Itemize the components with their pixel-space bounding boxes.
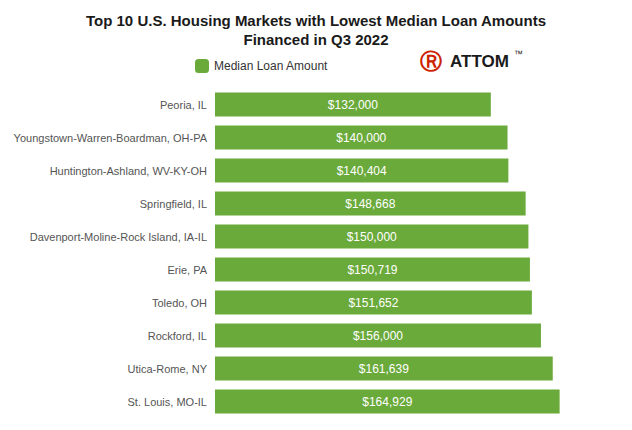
- svg-text:St. Louis, MO-IL: St. Louis, MO-IL: [128, 396, 207, 408]
- svg-text:Median Loan Amount: Median Loan Amount: [214, 59, 328, 73]
- svg-text:Erie, PA: Erie, PA: [167, 264, 207, 276]
- svg-text:Utica-Rome, NY: Utica-Rome, NY: [128, 363, 208, 375]
- svg-text:$156,000: $156,000: [353, 329, 403, 343]
- svg-text:Financed in Q3 2022: Financed in Q3 2022: [243, 31, 388, 48]
- svg-text:Springfield, IL: Springfield, IL: [140, 198, 207, 210]
- svg-text:Toledo, OH: Toledo, OH: [152, 297, 207, 309]
- svg-text:$150,000: $150,000: [347, 230, 397, 244]
- svg-text:$140,404: $140,404: [337, 164, 387, 178]
- svg-text:Peoria, IL: Peoria, IL: [160, 99, 207, 111]
- svg-text:Youngstown-Warren-Boardman, OH: Youngstown-Warren-Boardman, OH-PA: [14, 132, 208, 144]
- svg-text:$164,929: $164,929: [362, 395, 412, 409]
- svg-text:Davenport-Moline-Rock Island,: Davenport-Moline-Rock Island, IA-IL: [30, 231, 207, 243]
- svg-text:Rockford, IL: Rockford, IL: [148, 330, 207, 342]
- svg-text:$150,719: $150,719: [347, 263, 397, 277]
- svg-text:Ⓡ: Ⓡ: [420, 49, 442, 74]
- svg-text:$132,000: $132,000: [328, 98, 378, 112]
- svg-text:$161,639: $161,639: [359, 362, 409, 376]
- svg-text:™: ™: [514, 49, 523, 59]
- svg-text:$151,652: $151,652: [348, 296, 398, 310]
- svg-text:Top 10 U.S. Housing Markets wi: Top 10 U.S. Housing Markets with Lowest …: [86, 12, 546, 29]
- svg-text:Huntington-Ashland, WV-KY-OH: Huntington-Ashland, WV-KY-OH: [50, 165, 207, 177]
- svg-text:$140,000: $140,000: [336, 131, 386, 145]
- svg-text:ATTOM: ATTOM: [450, 52, 509, 71]
- svg-text:$148,668: $148,668: [345, 197, 395, 211]
